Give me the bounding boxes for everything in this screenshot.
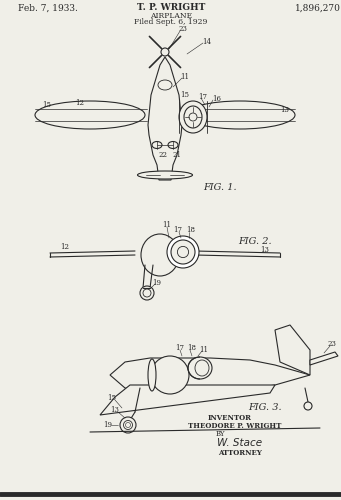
Text: Filed Sept. 6, 1929: Filed Sept. 6, 1929 bbox=[134, 18, 208, 26]
Text: 11: 11 bbox=[199, 346, 208, 354]
Ellipse shape bbox=[151, 356, 189, 394]
Text: 17: 17 bbox=[174, 226, 182, 234]
Ellipse shape bbox=[184, 106, 202, 128]
Text: 13: 13 bbox=[281, 106, 290, 114]
Text: 23: 23 bbox=[179, 25, 188, 33]
Ellipse shape bbox=[143, 289, 151, 297]
Ellipse shape bbox=[189, 113, 197, 121]
Text: BY: BY bbox=[215, 430, 225, 438]
Text: 15: 15 bbox=[180, 91, 190, 99]
Ellipse shape bbox=[137, 171, 193, 179]
Text: 21: 21 bbox=[173, 151, 181, 159]
Text: 14: 14 bbox=[203, 38, 211, 46]
Text: Feb. 7, 1933.: Feb. 7, 1933. bbox=[18, 4, 78, 13]
Text: 19: 19 bbox=[152, 279, 162, 287]
Text: 13: 13 bbox=[261, 246, 269, 254]
Text: 1,896,270: 1,896,270 bbox=[295, 4, 341, 13]
Polygon shape bbox=[148, 57, 182, 180]
Text: 16: 16 bbox=[212, 95, 222, 103]
Ellipse shape bbox=[179, 101, 207, 133]
Ellipse shape bbox=[188, 357, 212, 379]
Text: 13: 13 bbox=[110, 406, 119, 414]
Ellipse shape bbox=[304, 402, 312, 410]
Polygon shape bbox=[275, 325, 310, 375]
Text: 18: 18 bbox=[188, 344, 196, 352]
Ellipse shape bbox=[171, 240, 195, 264]
Text: AIRPLANE: AIRPLANE bbox=[150, 12, 192, 20]
Ellipse shape bbox=[125, 422, 131, 428]
Ellipse shape bbox=[158, 80, 172, 90]
Ellipse shape bbox=[177, 246, 189, 258]
Ellipse shape bbox=[141, 234, 179, 276]
Ellipse shape bbox=[195, 360, 209, 376]
Text: 17: 17 bbox=[176, 344, 184, 352]
Text: 17: 17 bbox=[198, 93, 208, 101]
Text: 23: 23 bbox=[328, 340, 337, 348]
Ellipse shape bbox=[167, 236, 199, 268]
Ellipse shape bbox=[35, 101, 145, 129]
Ellipse shape bbox=[123, 420, 133, 430]
Ellipse shape bbox=[168, 142, 178, 148]
Polygon shape bbox=[110, 358, 310, 392]
Ellipse shape bbox=[140, 286, 154, 300]
Text: THEODORE P. WRIGHT: THEODORE P. WRIGHT bbox=[188, 422, 282, 430]
Text: 19: 19 bbox=[104, 421, 113, 429]
Polygon shape bbox=[100, 385, 275, 415]
Ellipse shape bbox=[148, 359, 156, 391]
Text: FIG. 1.: FIG. 1. bbox=[203, 184, 237, 192]
Text: FIG. 2.: FIG. 2. bbox=[238, 238, 272, 246]
Text: 15: 15 bbox=[107, 394, 117, 402]
Text: 11: 11 bbox=[163, 221, 172, 229]
Ellipse shape bbox=[152, 142, 162, 148]
Ellipse shape bbox=[120, 417, 136, 433]
Text: 12: 12 bbox=[60, 243, 70, 251]
Text: FIG. 3.: FIG. 3. bbox=[248, 404, 282, 412]
Text: 22: 22 bbox=[159, 151, 167, 159]
Polygon shape bbox=[310, 352, 338, 365]
Text: 12: 12 bbox=[75, 99, 85, 107]
Ellipse shape bbox=[185, 101, 295, 129]
Text: W. Stace: W. Stace bbox=[218, 438, 263, 448]
Ellipse shape bbox=[161, 48, 169, 56]
Text: T. P. WRIGHT: T. P. WRIGHT bbox=[137, 4, 205, 13]
Text: INVENTOR: INVENTOR bbox=[208, 414, 252, 422]
Text: 15: 15 bbox=[43, 101, 51, 109]
Text: 11: 11 bbox=[180, 73, 190, 81]
Text: ATTORNEY: ATTORNEY bbox=[218, 449, 262, 457]
Text: 18: 18 bbox=[187, 226, 195, 234]
